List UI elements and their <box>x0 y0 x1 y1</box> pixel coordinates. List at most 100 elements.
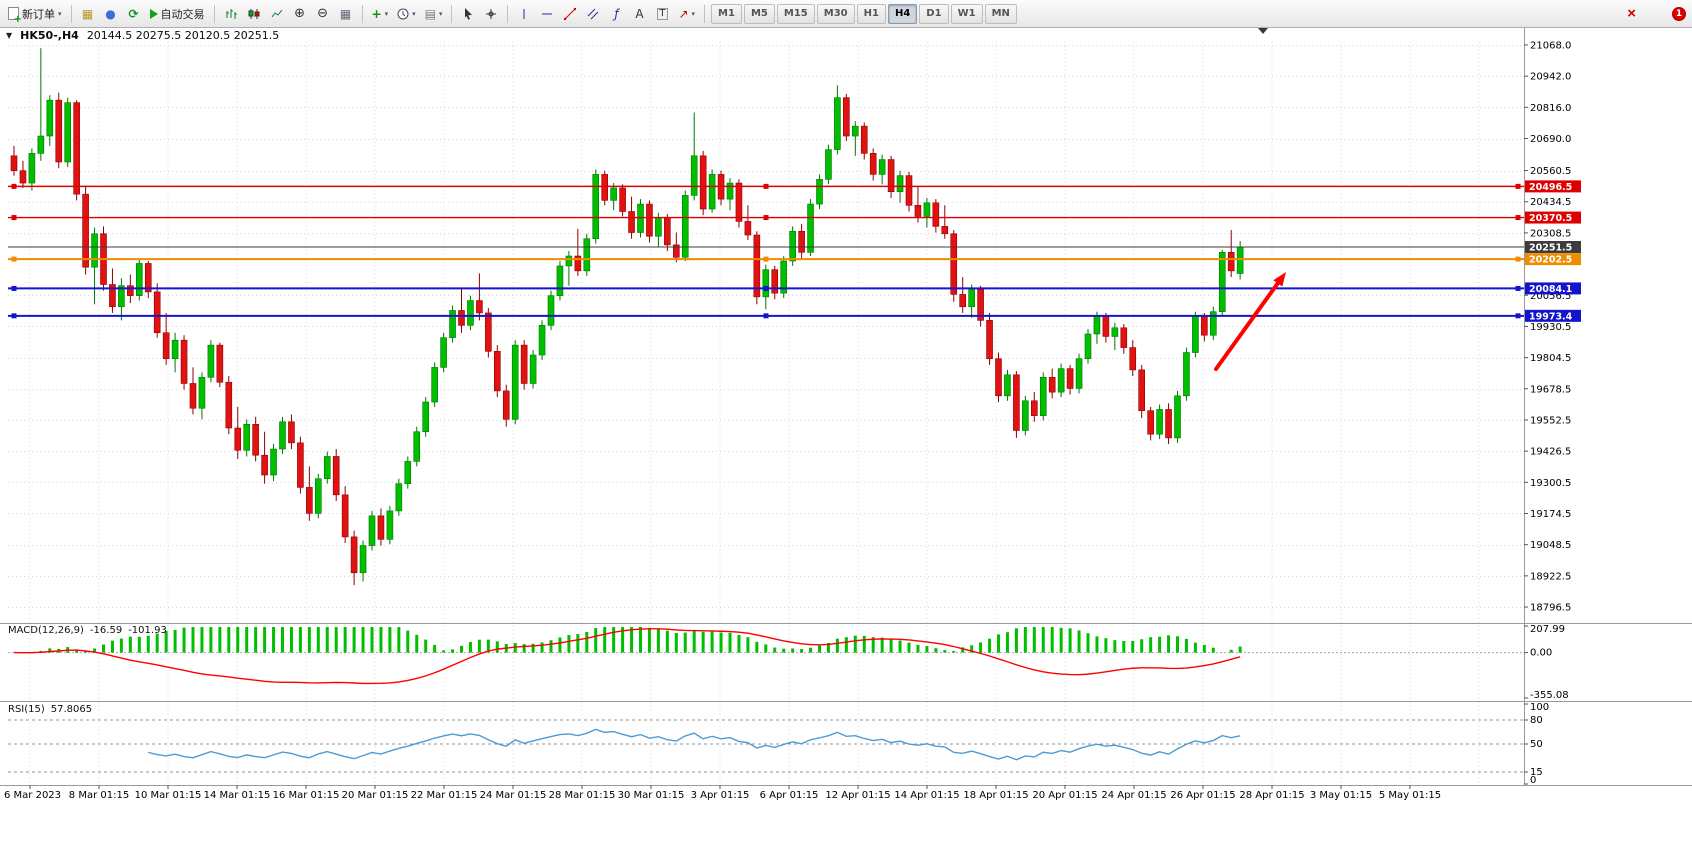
line-handle[interactable] <box>763 313 769 319</box>
line-handle[interactable] <box>763 183 769 189</box>
bar-chart-button[interactable] <box>220 3 242 25</box>
label-icon: T <box>657 7 668 20</box>
separator <box>70 4 72 23</box>
timeframe-W1[interactable]: W1 <box>950 3 983 24</box>
timeframe-M5[interactable]: M5 <box>743 3 775 24</box>
horizontal-line-button[interactable] <box>536 3 558 25</box>
x-axis-label: 20 Apr 01:15 <box>1032 790 1097 801</box>
line-handle[interactable] <box>1515 183 1521 189</box>
templates-button[interactable]: ▤ ▾ <box>421 3 447 25</box>
label-button[interactable]: T <box>651 3 673 25</box>
auto-trading-button[interactable]: 自动交易 <box>146 3 209 25</box>
cursor-icon <box>465 8 473 20</box>
x-axis-label: 18 Apr 01:15 <box>963 790 1028 801</box>
line-handle[interactable] <box>763 215 769 221</box>
separator <box>507 4 509 23</box>
new-order-button[interactable]: 新订单 ▾ <box>4 3 66 25</box>
y-axis-label: 19678.5 <box>1530 384 1571 395</box>
timeframe-MN[interactable]: MN <box>984 3 1017 24</box>
timeframe-group: M1 M5 M15 M30 H1 H4 D1 W1 MN <box>710 3 1018 24</box>
rsi-line <box>148 728 1241 761</box>
arrows-button[interactable]: ↗ ▾ <box>674 3 699 25</box>
time-axis[interactable]: 6 Mar 2023 8 Mar 01:15 10 Mar 01:15 14 Mar … <box>4 785 1441 801</box>
horizontal-line-icon <box>542 13 553 14</box>
rsi-value: 57.8065 <box>50 704 93 715</box>
trendline-button[interactable] <box>559 3 581 25</box>
zoom-out-button[interactable]: ⊖ <box>312 3 334 25</box>
indicators-button[interactable]: + ▾ <box>368 3 393 25</box>
fibonacci-button[interactable]: ƒ <box>605 3 627 25</box>
line-handle[interactable] <box>1515 285 1521 291</box>
y-axis-label: 20942.0 <box>1530 72 1571 83</box>
timeframe-M1[interactable]: M1 <box>711 3 742 24</box>
line-handle[interactable] <box>763 285 769 291</box>
cursor-button[interactable] <box>457 3 479 25</box>
separator <box>451 4 453 23</box>
line-handle[interactable] <box>1515 313 1521 319</box>
separator <box>704 4 706 23</box>
rsi-axis-label: 100 <box>1530 702 1549 713</box>
zoom-in-icon: ⊕ <box>294 6 305 21</box>
trend-arrow-head[interactable] <box>1273 272 1286 287</box>
line-chart-button[interactable] <box>266 3 288 25</box>
tile-windows-button[interactable]: ▦ <box>335 3 357 25</box>
trendline-icon <box>564 7 577 20</box>
chart-canvas[interactable]: 21068.0 20942.0 20816.0 20690.0 20560.5 20434… <box>0 28 1692 849</box>
arrow-tool-icon: ↗ <box>678 6 689 21</box>
macd-signal-value: -101.93 <box>128 625 167 636</box>
macd-axis-label: -355.08 <box>1530 690 1569 701</box>
crosshair-icon <box>486 8 497 19</box>
timeframe-M15[interactable]: M15 <box>776 3 815 24</box>
candlesticks <box>10 48 1244 586</box>
y-axis-label: 20690.0 <box>1530 134 1571 145</box>
y-axis-label: 20560.5 <box>1530 166 1571 177</box>
channel-button[interactable] <box>582 3 604 25</box>
timeframe-H4[interactable]: H4 <box>887 3 918 24</box>
line-handle[interactable] <box>11 256 17 262</box>
line-handle[interactable] <box>11 313 17 319</box>
timeframe-D1[interactable]: D1 <box>919 3 949 24</box>
line-handle[interactable] <box>11 285 17 291</box>
line-handle[interactable] <box>1515 215 1521 221</box>
price-tag <box>1525 309 1581 322</box>
price-tag <box>1525 241 1581 254</box>
price-tag-label: 20370.5 <box>1529 213 1572 224</box>
line-handle[interactable] <box>763 256 769 262</box>
trend-arrow[interactable] <box>1214 281 1280 371</box>
add-indicator-icon: + <box>371 6 382 21</box>
chevron-down-icon: ▾ <box>384 9 389 18</box>
refresh-button[interactable]: ⟳ <box>123 3 145 25</box>
toolbar: 新订单 ▾ ▦ ● ⟳ 自动交易 ⊕ ⊖ ▦ +▾ ▾ ▤▾ ƒ A T ↗▾ … <box>0 0 1692 28</box>
profiles-button[interactable]: ● <box>100 3 122 25</box>
text-button[interactable]: A <box>628 3 650 25</box>
timeframe-M30[interactable]: M30 <box>816 3 855 24</box>
line-handle[interactable] <box>1515 256 1521 262</box>
x-axis-label: 28 Mar 01:15 <box>549 790 616 801</box>
rsi-axis-label: 15 <box>1530 767 1543 778</box>
x-axis-label: 12 Apr 01:15 <box>825 790 890 801</box>
text-icon: A <box>635 6 644 21</box>
chart-window-button[interactable]: ▦ <box>77 3 99 25</box>
x-axis-label: 5 May 01:15 <box>1379 790 1441 801</box>
price-tag-label: 20202.5 <box>1529 255 1572 266</box>
chevron-down-icon: ▾ <box>691 9 696 18</box>
timeframe-H1[interactable]: H1 <box>856 3 886 24</box>
y-axis-label: 19426.5 <box>1530 447 1571 458</box>
vertical-line-button[interactable] <box>513 3 535 25</box>
y-axis-label: 18796.5 <box>1530 603 1571 614</box>
rsi-label: RSI(15) 57.8065 <box>8 704 92 715</box>
line-handle[interactable] <box>11 183 17 189</box>
one-click-trading-arrow[interactable]: ▼ <box>6 31 13 40</box>
zoom-in-button[interactable]: ⊕ <box>289 3 311 25</box>
crosshair-button[interactable] <box>480 3 502 25</box>
refresh-icon: ⟳ <box>128 6 139 21</box>
periods-button[interactable]: ▾ <box>393 3 420 25</box>
notification-badge[interactable]: 1 <box>1672 6 1686 21</box>
chart-shift-marker[interactable] <box>1258 28 1268 34</box>
candlestick-button[interactable] <box>243 3 265 25</box>
close-chart-button[interactable]: × <box>1621 5 1642 22</box>
price-tag-label: 19973.4 <box>1529 311 1573 322</box>
x-axis-label: 6 Apr 01:15 <box>760 790 819 801</box>
auto-trading-label: 自动交易 <box>160 7 205 21</box>
line-handle[interactable] <box>11 215 17 221</box>
